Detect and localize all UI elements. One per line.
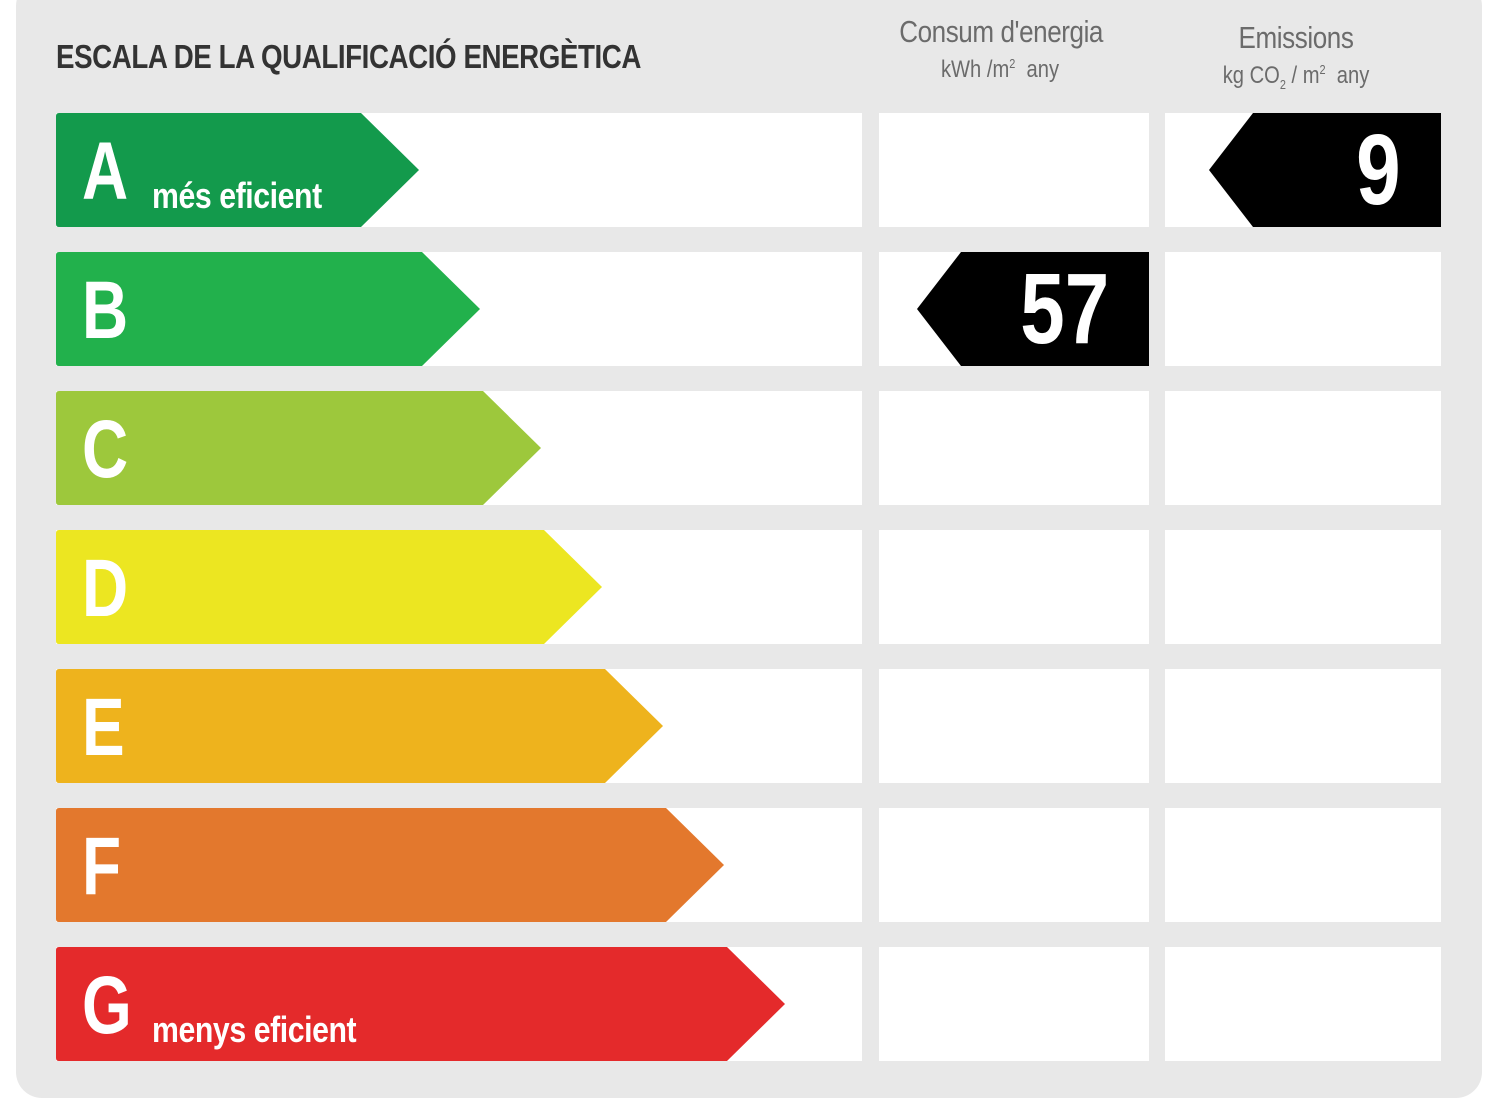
consumption-unit: kWh /m2 any [940, 56, 1060, 83]
emissions-badge: 9 [1209, 113, 1441, 227]
rating-arrow-e: E [56, 669, 665, 783]
emissions-badge-value: 9 [1356, 114, 1402, 226]
rating-label-g: menys eficient [152, 1009, 357, 1050]
rating-arrow-shape-f [56, 808, 724, 922]
chart-title: ESCALA DE LA QUALIFICACIÓ ENERGÈTICA [56, 38, 641, 75]
emissions-cell-c [1165, 391, 1441, 505]
emissions-cell-d [1165, 530, 1441, 644]
rating-arrow-shape-g [56, 947, 785, 1061]
consumption-column-header: Consum d'energia kWh /m2 any [880, 14, 1120, 84]
rating-arrow-c: C [56, 391, 543, 505]
rating-arrow-shape-b [56, 252, 480, 366]
consumption-badge: 57 [917, 252, 1149, 366]
consumption-cell-g [879, 947, 1149, 1061]
rating-label-a: més eficient [152, 175, 322, 216]
emissions-column-header: Emissions kg CO2 / m2 any [1176, 20, 1416, 92]
rating-arrow-b: B [56, 252, 482, 366]
rating-arrow-shape-d [56, 530, 602, 644]
consumption-badge-value: 57 [1020, 253, 1109, 365]
consumption-title: Consum d'energia [899, 14, 1104, 49]
rating-arrow-shape-e [56, 669, 663, 783]
rating-letter-g: G [82, 960, 132, 1051]
rating-arrow-f: F [56, 808, 726, 922]
rating-arrow-d: D [56, 530, 604, 644]
consumption-badge-shape [917, 252, 1149, 366]
consumption-cell-e [879, 669, 1149, 783]
rating-letter-c: C [82, 404, 129, 495]
emissions-cell-g [1165, 947, 1441, 1061]
emissions-badge-shape [1209, 113, 1441, 227]
rating-letter-d: D [82, 543, 129, 634]
emissions-cell-b [1165, 252, 1441, 366]
emissions-cell-e [1165, 669, 1441, 783]
emissions-unit: kg CO2 / m2 any [1222, 62, 1370, 92]
consumption-cell-a [879, 113, 1149, 227]
rating-letter-b: B [82, 265, 129, 356]
rating-letter-e: E [82, 682, 125, 773]
consumption-cell-d [879, 530, 1149, 644]
consumption-cell-c [879, 391, 1149, 505]
emissions-title: Emissions [1238, 20, 1354, 55]
rating-letter-a: A [82, 126, 129, 217]
rating-arrow-shape-c [56, 391, 541, 505]
rating-arrow-shape-a [56, 113, 419, 227]
emissions-cell-f [1165, 808, 1441, 922]
rating-letter-f: F [82, 821, 122, 912]
consumption-cell-f [879, 808, 1149, 922]
